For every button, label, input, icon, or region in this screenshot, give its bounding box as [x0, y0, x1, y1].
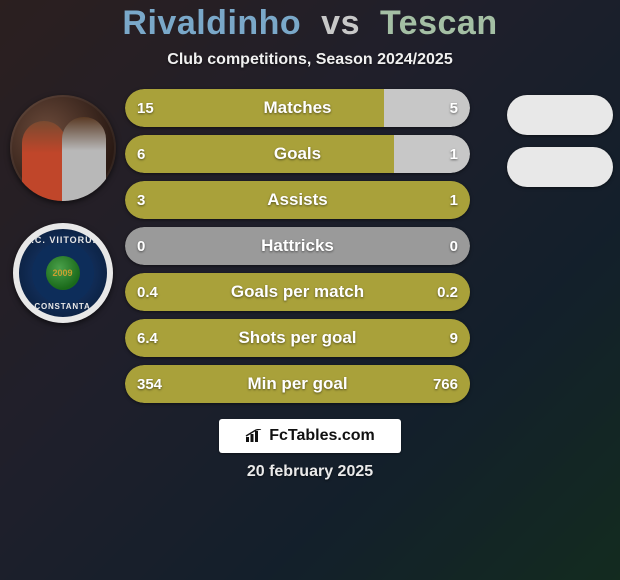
- stat-value-right: 0.2: [437, 273, 458, 311]
- stat-value-left: 6.4: [137, 319, 158, 357]
- stat-value-left: 3: [137, 181, 145, 219]
- stat-bar-fill-right: [394, 135, 470, 173]
- stat-value-left: 15: [137, 89, 154, 127]
- players-avatar: [10, 95, 116, 201]
- club-badge-top-text: F.C. VIITORUL: [19, 235, 107, 245]
- content-root: Rivaldinho vs Tescan Club competitions, …: [0, 0, 620, 580]
- right-column: [500, 89, 620, 199]
- stat-bar-fill-left: [125, 227, 298, 265]
- stat-value-left: 0: [137, 227, 145, 265]
- stat-value-left: 6: [137, 135, 145, 173]
- stat-value-right: 9: [450, 319, 458, 357]
- stat-value-left: 0.4: [137, 273, 158, 311]
- stat-bar: 31Assists: [125, 181, 470, 219]
- stat-bar-fill-left: [125, 365, 470, 403]
- stat-value-right: 5: [450, 89, 458, 127]
- stat-value-right: 766: [433, 365, 458, 403]
- brand-text: FcTables.com: [269, 427, 375, 445]
- stat-value-right: 0: [450, 227, 458, 265]
- club-badge-year: 2009: [46, 256, 80, 290]
- subtitle: Club competitions, Season 2024/2025: [167, 51, 452, 69]
- stat-bar-fill-left: [125, 181, 470, 219]
- avatar-figure-1: [22, 121, 66, 201]
- footer: FcTables.com 20 february 2025: [219, 419, 401, 481]
- stat-bar: 61Goals: [125, 135, 470, 173]
- stat-bar-fill-left: [125, 319, 470, 357]
- club-badge: F.C. VIITORUL 2009 CONSTANTA: [13, 223, 113, 323]
- main-row: F.C. VIITORUL 2009 CONSTANTA 155Matches6…: [0, 89, 620, 403]
- page-title: Rivaldinho vs Tescan: [122, 4, 497, 43]
- stat-bar-fill-left: [125, 89, 384, 127]
- stat-bar-fill-right: [298, 227, 471, 265]
- brand-box: FcTables.com: [219, 419, 401, 453]
- stat-value-right: 1: [450, 135, 458, 173]
- title-player1: Rivaldinho: [122, 4, 301, 42]
- stats-bars: 155Matches61Goals31Assists00Hattricks0.4…: [125, 89, 500, 403]
- left-column: F.C. VIITORUL 2009 CONSTANTA: [0, 89, 125, 323]
- stat-bar: 155Matches: [125, 89, 470, 127]
- stat-bar-fill-left: [125, 135, 394, 173]
- stat-bar: 00Hattricks: [125, 227, 470, 265]
- player2-pill-2: [507, 147, 613, 187]
- title-player2: Tescan: [380, 4, 498, 42]
- stat-bar: 354766Min per goal: [125, 365, 470, 403]
- date-text: 20 february 2025: [247, 463, 373, 481]
- avatar-figure-2: [62, 117, 106, 201]
- club-badge-bottom-text: CONSTANTA: [19, 302, 107, 311]
- player2-pill-1: [507, 95, 613, 135]
- stat-value-right: 1: [450, 181, 458, 219]
- title-vs: vs: [321, 4, 360, 42]
- stat-bar-fill-left: [125, 273, 470, 311]
- stat-bar: 6.49Shots per goal: [125, 319, 470, 357]
- chart-icon: [245, 429, 263, 443]
- stat-bar: 0.40.2Goals per match: [125, 273, 470, 311]
- stat-value-left: 354: [137, 365, 162, 403]
